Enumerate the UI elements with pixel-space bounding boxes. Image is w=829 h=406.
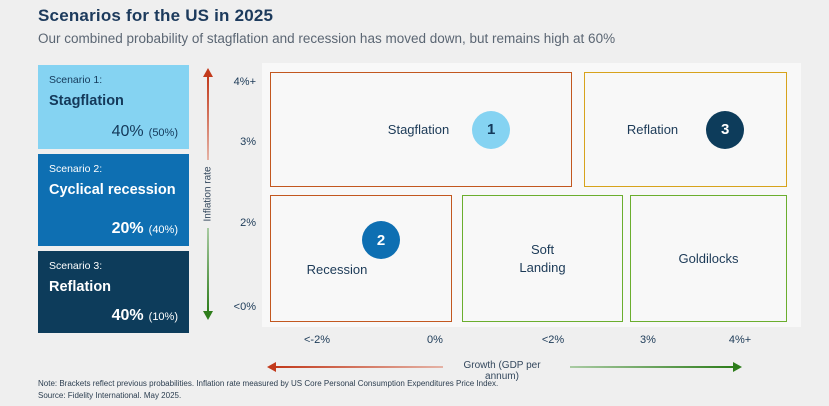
scenario-1-name: Stagflation	[49, 93, 124, 109]
region-recession: 2 Recession	[270, 195, 452, 322]
footnote-note: Note: Brackets reflect previous probabil…	[38, 379, 499, 388]
scenario-card-stagflation: Scenario 1: Stagflation 40% (50%)	[38, 65, 189, 149]
scenario-2-current: 20%	[111, 220, 144, 237]
scenario-card-reflation: Scenario 3: Reflation 40% (10%)	[38, 251, 189, 333]
region-goldilocks: Goldilocks	[630, 195, 787, 322]
footnote-source: Source: Fidelity International. May 2025…	[38, 391, 182, 401]
region-recession-label: Recession	[306, 262, 368, 277]
region-stagflation-label: Stagflation	[387, 122, 450, 137]
inflation-axis-down-arrowhead-icon	[203, 311, 213, 320]
x-tick-3pct: 3%	[640, 334, 656, 346]
scenario-3-current: 40%	[111, 307, 144, 324]
y-tick-4pct-plus: 4%+	[233, 76, 256, 88]
scenario-2-name: Cyclical recession	[49, 182, 176, 198]
region-stagflation: Stagflation 1	[270, 72, 572, 187]
scenario-1-number: Scenario 1:	[49, 74, 103, 86]
inflation-axis-up-arrow	[207, 77, 209, 160]
region-soft-landing: Soft Landing	[462, 195, 623, 322]
scenario-1-probability: 40% (50%)	[112, 123, 178, 141]
region-goldilocks-label: Goldilocks	[678, 251, 739, 266]
page-title: Scenarios for the US in 2025	[38, 6, 274, 25]
scenario-2-marker: 2	[362, 221, 400, 259]
scenario-3-name: Reflation	[49, 279, 112, 295]
scenario-1-previous: (50%)	[148, 127, 178, 139]
growth-axis-right-arrow	[570, 366, 734, 368]
scenario-card-cyclical-recession: Scenario 2: Cyclical recession 20% (40%)	[38, 154, 189, 246]
growth-axis-left-arrow	[276, 366, 443, 368]
growth-axis-left-arrowhead-icon	[267, 362, 276, 372]
scenario-3-previous: (10%)	[148, 311, 178, 323]
y-axis-label: Inflation rate	[202, 166, 214, 222]
scenario-3-probability: 40% (10%)	[112, 307, 178, 325]
region-reflation: Reflation 3	[584, 72, 787, 187]
scenario-2-previous: (40%)	[148, 224, 178, 236]
y-tick-below-0pct: <0%	[233, 301, 256, 313]
growth-axis-right-arrowhead-icon	[733, 362, 742, 372]
scenario-2-number: Scenario 2:	[49, 163, 103, 175]
x-axis-label: Growth (GDP per annum)	[463, 360, 541, 382]
x-tick-0pct: 0%	[427, 334, 443, 346]
footnote: Note: Brackets reflect previous probabil…	[38, 378, 498, 403]
inflation-axis-up-arrowhead-icon	[203, 68, 213, 77]
scenario-3-marker: 3	[706, 110, 745, 149]
x-tick-below-2pct: <2%	[541, 334, 565, 346]
page-subtitle: Our combined probability of stagflation …	[38, 31, 616, 46]
scenario-2-probability: 20% (40%)	[112, 220, 178, 238]
scenario-1-marker: 1	[472, 110, 511, 149]
region-reflation-label: Reflation	[626, 122, 679, 137]
x-tick-4pct-plus: 4%+	[728, 334, 752, 346]
x-tick-below-minus2pct: <-2%	[304, 334, 330, 346]
scenario-1-current: 40%	[111, 123, 144, 140]
y-tick-2pct: 2%	[240, 217, 256, 229]
inflation-axis-down-arrow	[207, 228, 209, 312]
scenario-3-number: Scenario 3:	[49, 260, 103, 272]
y-tick-3pct: 3%	[240, 136, 256, 148]
region-soft-landing-label: Soft Landing	[519, 241, 566, 275]
